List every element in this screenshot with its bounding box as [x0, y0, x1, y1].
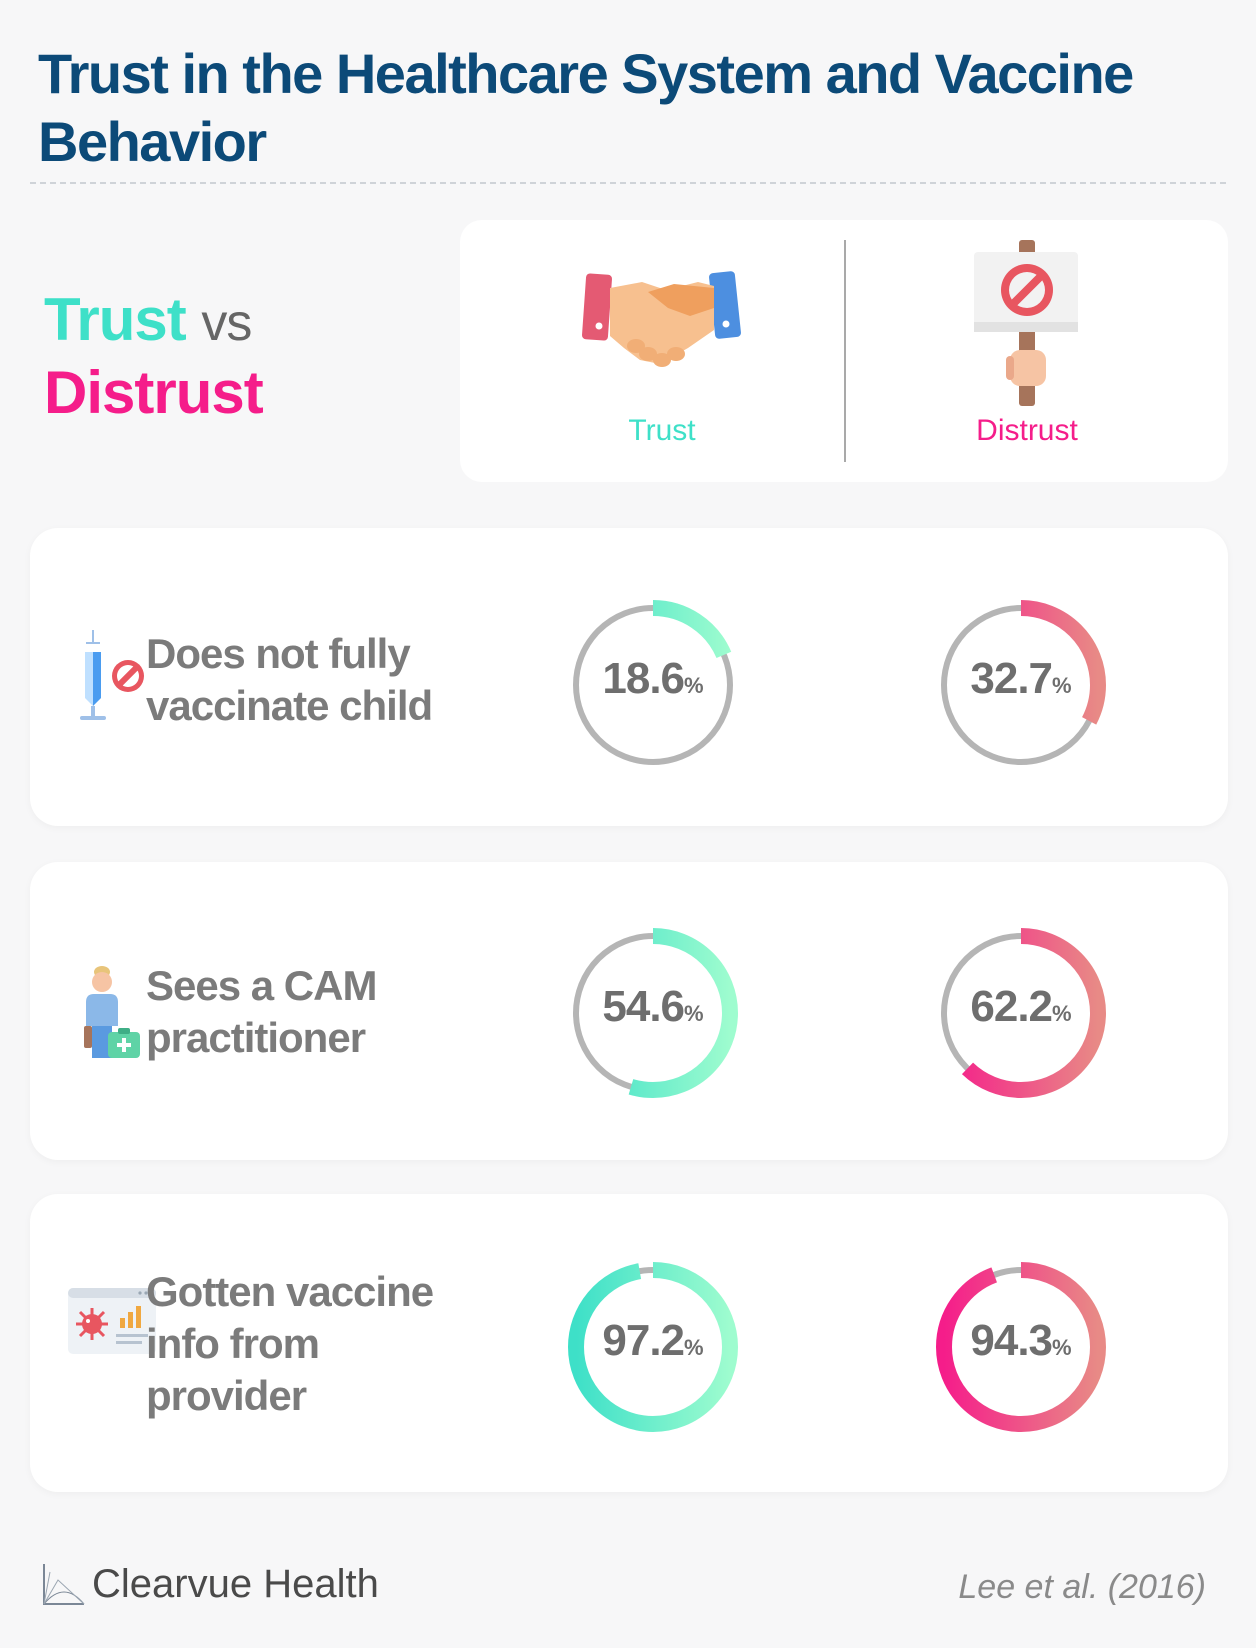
legend-distrust-label: Distrust [976, 414, 1078, 447]
donut-trust-row3: 97.2% [558, 1252, 748, 1442]
page-title: Trust in the Healthcare System and Vacci… [38, 42, 1134, 173]
row-label: Does not fully vaccinate child [146, 630, 433, 729]
practitioner-with-medkit-icon [84, 966, 140, 1058]
donut-arc [936, 928, 1106, 1098]
donut-arc [568, 600, 738, 770]
donut-distrust-row2: 62.2% [926, 918, 1116, 1108]
brand-logo-icon [43, 1564, 85, 1605]
row-label: Gotten vaccine info from provider [146, 1268, 434, 1419]
donut-trust-row2: 54.6% [558, 918, 748, 1108]
donut-distrust-row1: 32.7% [926, 590, 1116, 780]
donut-arc [936, 1262, 1106, 1432]
donut-arc [936, 600, 1106, 770]
legend-distrust-word: Distrust [44, 359, 264, 426]
handshake-icon [581, 271, 741, 367]
donut-distrust-row3: 94.3% [926, 1252, 1116, 1442]
protest-sign-icon [974, 240, 1078, 406]
stat-card-3 [30, 1194, 1228, 1492]
row-label: Sees a CAM practitioner [146, 962, 377, 1061]
brand: Clearvue Health [40, 1560, 379, 1608]
syringe-prohibited-icon [80, 630, 144, 720]
donut-arc [568, 928, 738, 1098]
source-citation: Lee et al. (2016) [958, 1568, 1206, 1606]
donut-arc [568, 1262, 738, 1432]
legend-divider [844, 240, 846, 462]
legend-trust-label: Trust [628, 414, 696, 447]
legend-vs-word: vs [201, 294, 252, 352]
virus-info-screen-icon [68, 1288, 156, 1354]
legend-trust-word: Trust [44, 286, 187, 353]
brand-name: Clearvue Health [92, 1561, 379, 1606]
stat-card-1 [30, 528, 1228, 826]
title-divider [30, 182, 1226, 184]
donut-trust-row1: 18.6% [558, 590, 748, 780]
stat-card-2 [30, 862, 1228, 1160]
legend-heading: Trust vs Distrust [44, 285, 264, 428]
